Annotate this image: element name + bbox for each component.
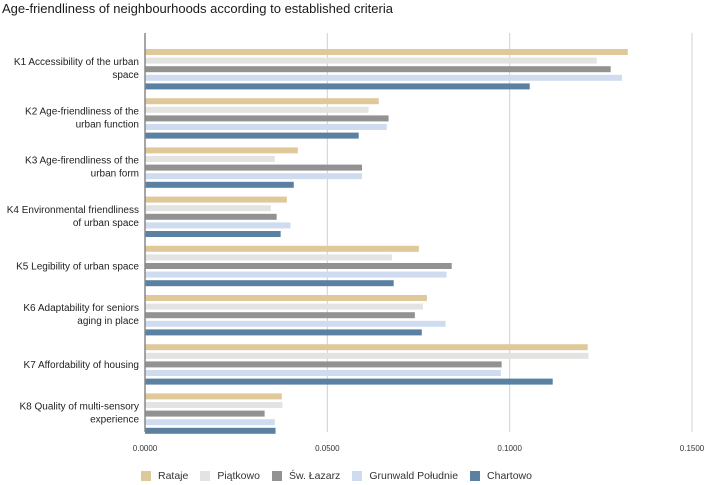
legend: Rataje Piątkowo Św. Łazarz Grunwald Południ… — [0, 470, 691, 482]
bar-grunwald-po-udnie — [145, 222, 291, 229]
bar-grunwald-po-udnie — [145, 74, 622, 81]
bar--w-azarz — [145, 263, 452, 269]
x-tick-label: 0.0000 — [133, 444, 158, 453]
category-label: urban function — [76, 119, 139, 130]
category-label: aging in place — [77, 316, 139, 327]
legend-swatch — [271, 471, 282, 481]
category-label: space — [112, 70, 139, 81]
legend-swatch — [352, 471, 363, 481]
bar-chartowo — [145, 83, 530, 90]
bar--w-azarz — [145, 115, 389, 122]
legend-label: Piątkowo — [217, 470, 260, 482]
category-label: K7 Affordability of housing — [24, 360, 139, 371]
bar-rataje — [145, 393, 282, 400]
bar--w-azarz — [145, 213, 277, 220]
bar-pi-tkowo — [145, 303, 423, 310]
legend-swatch — [470, 471, 481, 481]
category-label: K1 Accessibility of the urban — [14, 57, 139, 68]
bar-grunwald-po-udnie — [145, 419, 275, 426]
bar-grunwald-po-udnie — [145, 173, 362, 180]
bar-rataje — [145, 295, 427, 301]
legend-item: Piątkowo — [200, 470, 260, 482]
legend-item: Chartowo — [470, 470, 532, 482]
bar-chartowo — [145, 181, 294, 188]
bar--w-azarz — [145, 410, 265, 417]
bar-grunwald-po-udnie — [145, 124, 387, 130]
bars — [145, 49, 628, 434]
bar-rataje — [145, 245, 419, 252]
bar-pi-tkowo — [145, 156, 275, 162]
x-tick-labels: 0.0000 0.0500 0.1000 0.1500 — [133, 444, 705, 453]
bar-chartowo — [145, 427, 276, 434]
bar-pi-tkowo — [145, 352, 589, 359]
bar-rataje — [145, 98, 379, 105]
bar-grunwald-po-udnie — [145, 320, 446, 327]
bar--w-azarz — [145, 66, 611, 73]
bar-chartowo — [145, 231, 281, 237]
category-label: of urban space — [73, 218, 140, 229]
bar-chartowo — [145, 378, 553, 385]
legend-item: Rataje — [140, 470, 189, 482]
legend-item: Grunwald Południe — [352, 470, 458, 482]
bar--w-azarz — [145, 312, 415, 319]
category-label: experience — [90, 415, 139, 426]
bar-pi-tkowo — [145, 402, 283, 408]
bar-pi-tkowo — [145, 205, 271, 212]
legend-swatch — [200, 471, 211, 481]
legend-swatch — [140, 471, 151, 481]
bar-rataje — [145, 196, 287, 203]
bar-chartowo — [145, 329, 422, 336]
bar-pi-tkowo — [145, 57, 597, 64]
chart-title: Age-friendliness of neighbourhoods accor… — [2, 1, 393, 16]
legend-label: Grunwald Południe — [369, 470, 459, 482]
bar-chartowo — [145, 280, 394, 287]
bar--w-azarz — [145, 361, 502, 368]
bar-grunwald-po-udnie — [145, 370, 501, 376]
category-label: K8 Quality of multi-sensory — [20, 402, 140, 413]
bar-rataje — [145, 344, 588, 351]
x-tick-label: 0.1000 — [497, 444, 522, 453]
bar-chartowo — [145, 132, 359, 139]
x-tick-label: 0.1500 — [680, 444, 705, 453]
category-label: K3 Age-firendliness of the — [25, 156, 139, 167]
legend-item: Św. Łazarz — [271, 470, 341, 482]
legend-label: Rataje — [157, 470, 189, 482]
bar-grunwald-po-udnie — [145, 271, 447, 278]
category-label: K2 Age-friendliness of the — [25, 106, 139, 117]
x-tick-label: 0.0500 — [315, 444, 340, 453]
legend-label: Św. Łazarz — [288, 470, 341, 482]
category-label: urban form — [91, 169, 139, 180]
category-labels: K1 Accessibility of the urban space K2 Age… — [7, 57, 140, 425]
bar-pi-tkowo — [145, 254, 392, 261]
bar-pi-tkowo — [145, 106, 369, 113]
bar--w-azarz — [145, 164, 362, 171]
bar-rataje — [145, 147, 298, 154]
bar-rataje — [145, 49, 628, 55]
category-label: K4 Environmental friendliness — [7, 205, 139, 216]
category-label: K6 Adaptability for seniors — [23, 303, 139, 314]
legend-label: Chartowo — [487, 470, 532, 482]
category-label: K5 Legibility of urban space — [16, 262, 139, 273]
